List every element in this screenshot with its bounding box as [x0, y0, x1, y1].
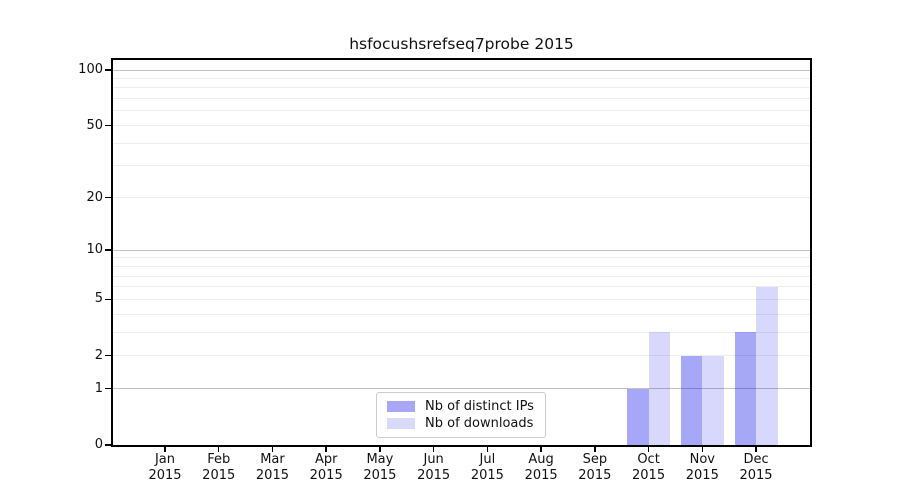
x-tick-label: Mar 2015 — [255, 452, 289, 483]
y-gridline-minor — [113, 275, 810, 277]
y-gridline-minor — [113, 313, 810, 315]
x-tick-mark — [325, 447, 327, 452]
y-gridline-minor — [113, 257, 810, 259]
y-tick-mark — [105, 298, 111, 301]
y-gridline-minor — [113, 125, 810, 127]
x-tick-mark — [379, 447, 381, 452]
y-tick-label: 20 — [86, 189, 103, 205]
y-tick-mark — [105, 354, 111, 357]
x-tick-mark — [755, 447, 757, 452]
y-gridline-minor — [113, 165, 810, 167]
x-tick-label: May 2015 — [363, 452, 397, 483]
legend-item-distinct-ips: Nb of distinct IPs — [387, 398, 545, 415]
y-gridline-major — [113, 388, 810, 390]
y-gridline-minor — [113, 87, 810, 89]
y-gridline-minor — [113, 142, 810, 144]
y-tick-label: 0 — [94, 437, 103, 452]
legend-label-distinct-ips: Nb of distinct IPs — [425, 399, 534, 414]
y-tick-mark — [105, 69, 111, 71]
y-gridline-major — [113, 69, 810, 71]
x-tick-label: Jan 2015 — [148, 452, 182, 483]
y-tick-mark — [105, 387, 111, 390]
x-tick-label: Dec 2015 — [739, 452, 773, 483]
y-tick-mark — [105, 444, 111, 446]
y-tick-label: 50 — [86, 117, 103, 133]
x-tick-label: Jun 2015 — [417, 452, 451, 483]
x-tick-label: Jul 2015 — [470, 452, 504, 483]
plot-area — [105, 58, 812, 452]
x-tick-mark — [164, 447, 166, 452]
y-gridline-major — [113, 249, 810, 251]
x-tick-mark — [217, 447, 220, 452]
y-tick-mark — [105, 249, 111, 251]
x-tick-label: Oct 2015 — [632, 452, 666, 483]
x-tick-mark — [594, 447, 596, 452]
x-tick-mark — [647, 447, 650, 452]
y-gridline-minor — [113, 298, 810, 300]
legend-label-downloads: Nb of downloads — [425, 416, 534, 431]
legend-swatch-distinct-ips — [387, 401, 415, 412]
x-tick-label: Nov 2015 — [685, 452, 719, 483]
y-tick-label: 10 — [86, 242, 103, 258]
y-tick-label: 5 — [94, 291, 103, 307]
y-gridline-minor — [113, 331, 810, 333]
legend: Nb of distinct IPs Nb of downloads — [376, 392, 546, 438]
y-tick-label: 1 — [94, 380, 103, 396]
x-tick-label: Feb 2015 — [202, 452, 236, 483]
y-gridline-minor — [113, 197, 810, 199]
x-tick-mark — [271, 447, 274, 452]
bar-downloads — [648, 332, 671, 445]
x-tick-label: Sep 2015 — [578, 452, 612, 483]
y-tick-label: 2 — [94, 347, 103, 363]
bar-distinct-ips — [680, 355, 703, 445]
x-tick-mark — [486, 447, 489, 452]
y-gridline-minor — [113, 77, 810, 79]
y-gridline-minor — [113, 98, 810, 100]
bar-downloads — [702, 355, 724, 445]
y-tick-mark — [105, 124, 111, 127]
y-gridline-minor — [113, 110, 810, 112]
y-tick-mark — [105, 196, 111, 199]
x-tick-label: Aug 2015 — [524, 452, 558, 483]
x-tick-mark — [540, 447, 542, 452]
y-tick-label: 100 — [78, 62, 103, 78]
x-tick-mark — [701, 447, 704, 452]
y-gridline-minor — [113, 355, 810, 357]
x-tick-mark — [432, 447, 435, 452]
legend-swatch-downloads — [387, 418, 415, 429]
legend-item-downloads: Nb of downloads — [387, 415, 545, 432]
bar-distinct-ips — [734, 332, 757, 445]
bar-downloads — [756, 286, 778, 445]
chart-title: hsfocushsrefseq7probe 2015 — [349, 35, 574, 53]
x-tick-label: Apr 2015 — [309, 452, 343, 483]
y-gridline-minor — [113, 265, 810, 267]
bar-distinct-ips — [627, 388, 649, 445]
y-gridline-minor — [113, 286, 810, 288]
